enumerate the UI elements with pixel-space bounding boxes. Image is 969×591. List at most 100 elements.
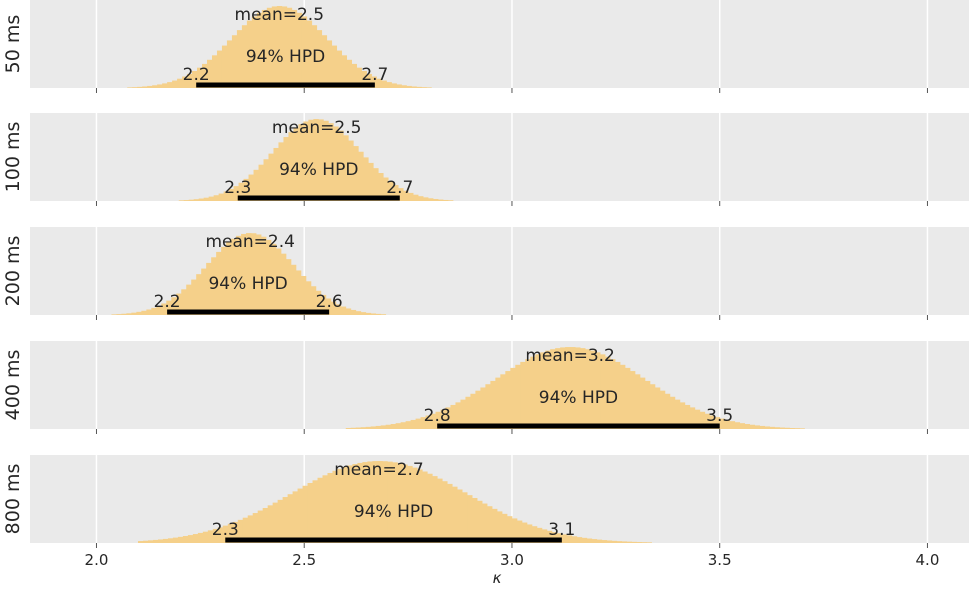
histogram-bin: [571, 536, 578, 543]
histogram-bin: [347, 465, 353, 543]
histogram-bin: [372, 461, 378, 543]
histogram-bin: [375, 425, 382, 429]
histogram-bin: [116, 314, 122, 315]
histogram-bin: [585, 349, 591, 429]
histogram-bin: [699, 411, 706, 429]
histogram-bin: [521, 522, 528, 543]
histogram-bin: [679, 402, 686, 429]
histogram-bins: [178, 119, 454, 201]
histogram-bin: [455, 402, 461, 429]
mean-label: mean=3.2: [525, 346, 615, 366]
histogram-bin: [167, 82, 173, 88]
histogram-bin: [535, 354, 541, 429]
histogram-bin: [262, 507, 269, 543]
histogram-bin: [340, 306, 347, 315]
hpd-low-label: 2.3: [212, 520, 239, 540]
histogram-bin: [646, 542, 652, 543]
histogram-bin: [361, 70, 367, 88]
histogram-bin: [530, 356, 536, 429]
histogram-bin: [520, 361, 526, 429]
histogram-bin: [177, 78, 183, 88]
histogram-bin: [277, 499, 284, 543]
histogram-bin: [355, 311, 362, 315]
histogram-bin: [202, 531, 209, 543]
histogram-bin: [383, 177, 389, 201]
panel-background: [30, 0, 969, 88]
histogram-bin: [183, 200, 190, 201]
hpd-high-label: 2.6: [316, 292, 343, 312]
panels-layer: mean=2.5 94% HPD 2.2 2.7 50 ms mean=2.5 94% HP…: [2, 0, 969, 548]
histogram-bin: [317, 477, 323, 543]
histogram-bin: [162, 538, 169, 543]
x-tick-label: 3.0: [500, 551, 524, 569]
histogram-bin: [511, 518, 518, 543]
histogram-bin: [306, 20, 313, 89]
histogram-bin: [308, 119, 314, 201]
histogram-bin: [555, 348, 561, 429]
histogram-bin: [236, 235, 242, 315]
histogram-bin: [310, 286, 317, 315]
histogram-bin: [626, 541, 633, 543]
histogram-bin: [497, 511, 503, 543]
histogram-bin: [350, 309, 357, 315]
histogram-bin: [794, 428, 800, 429]
histogram-bin: [714, 417, 721, 429]
histogram-bin: [126, 313, 132, 315]
x-tick-label: 3.5: [708, 551, 732, 569]
histogram-bin: [290, 264, 297, 315]
histogram-bin: [418, 196, 424, 201]
histogram-bin: [156, 305, 162, 315]
histogram-bin: [482, 503, 488, 543]
histogram-bin: [261, 9, 268, 89]
histogram-bin: [457, 489, 463, 543]
histogram-bin: [442, 481, 448, 543]
histogram-bin: [307, 483, 313, 543]
histogram-bin: [595, 352, 601, 429]
histogram-bin: [143, 540, 149, 543]
histogram-bin: [799, 428, 805, 429]
histogram-bin: [226, 242, 232, 315]
histogram-bin: [258, 164, 264, 201]
histogram-bin: [575, 347, 581, 429]
histogram-bin: [416, 86, 422, 88]
histogram-bin: [684, 404, 691, 429]
histogram-bin: [789, 427, 795, 429]
histogram-bin: [442, 199, 449, 201]
histogram-bin: [541, 529, 548, 543]
histogram-bin: [192, 534, 199, 543]
histogram-bin: [560, 347, 566, 429]
histogram-bin: [525, 359, 531, 429]
histogram-bin: [192, 70, 198, 88]
histogram-bin: [341, 55, 348, 88]
histogram-bin: [157, 84, 163, 88]
histogram-bin: [759, 425, 765, 429]
histogram-bin: [465, 396, 471, 429]
histogram-bin: [754, 425, 760, 429]
histogram-bin: [380, 314, 387, 315]
histogram-bin: [313, 119, 319, 201]
histogram-bin: [172, 80, 178, 88]
histogram-bin: [202, 63, 208, 88]
histogram-bin: [167, 538, 174, 543]
histogram-bin: [355, 427, 362, 429]
histogram-bin: [492, 508, 498, 543]
histogram-bin: [719, 418, 726, 429]
histogram-bin: [388, 181, 394, 201]
histogram-bin: [724, 419, 731, 429]
histogram-bin: [256, 12, 263, 89]
histogram-bin: [734, 422, 741, 429]
histogram-bin: [276, 6, 283, 88]
histogram-bin: [447, 483, 453, 543]
histogram-bin: [415, 418, 421, 429]
histogram-bin: [397, 463, 403, 543]
histogram-bin: [357, 462, 363, 543]
histogram-bin: [365, 426, 372, 429]
histogram-bin: [546, 530, 553, 543]
histogram-bin: [611, 540, 618, 543]
histogram-bin: [201, 268, 207, 315]
histogram-bins: [111, 233, 387, 315]
histogram-bin: [265, 239, 272, 315]
histogram-bin: [634, 374, 641, 429]
histogram-bin: [282, 497, 289, 543]
histogram-bin: [151, 307, 157, 315]
